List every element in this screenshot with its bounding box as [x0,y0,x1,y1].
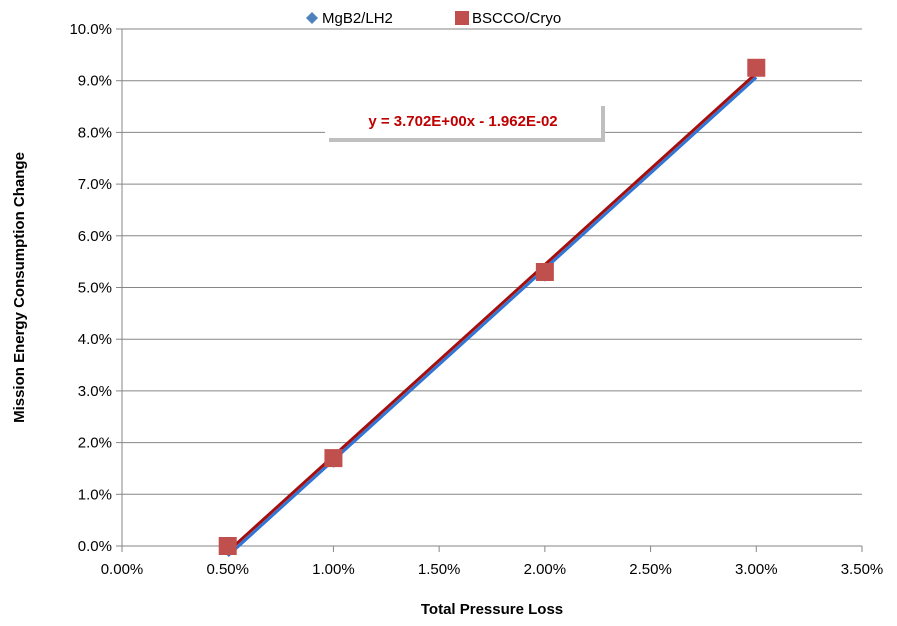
y-tick-label: 9.0% [78,73,112,90]
x-tick-label: 1.00% [312,561,355,578]
y-ticks: 0.0% 1.0% 2.0% 3.0% 4.0% 5.0% 6.0% 7.0% 8.0% 9.0%… [69,21,122,555]
equation-box [325,102,601,138]
y-tick-label: 5.0% [78,280,112,297]
y-tick-label: 10.0% [69,21,112,38]
x-tick-label: 0.50% [206,561,249,578]
y-tick-label: 7.0% [78,176,112,193]
legend-label: BSCCO/Cryo [472,10,561,27]
y-axis-title: Mission Energy Consumption Change [11,152,28,423]
trendline-equation: y = 3.702E+00x - 1.962E-02 [325,102,605,142]
trendline-mgb2 [226,76,758,557]
trendline-bscco [226,72,758,553]
data-points [218,58,766,555]
data-point-square [535,262,554,281]
trendlines [226,72,758,557]
y-tick-label: 2.0% [78,435,112,452]
grid [122,28,862,495]
x-tick-label: 0.00% [101,561,144,578]
x-tick-label: 2.50% [629,561,672,578]
y-tick-label: 6.0% [78,228,112,245]
y-tick-label: 0.0% [78,538,112,555]
legend: MgB2/LH2 BSCCO/Cryo [306,10,561,27]
data-point-square [324,449,343,468]
legend-label: MgB2/LH2 [322,10,393,27]
x-tick-label: 3.50% [841,561,884,578]
equation-label: y = 3.702E+00x - 1.962E-02 [368,113,557,130]
x-tick-label: 1.50% [418,561,461,578]
x-ticks: 0.00% 0.50% 1.00% 1.50% 2.00% 2.50% 3.00% 3.50% [101,546,884,578]
data-point-square [218,537,237,555]
y-tick-label: 3.0% [78,383,112,400]
x-tick-label: 2.00% [524,561,567,578]
y-tick-label: 4.0% [78,331,112,348]
legend-diamond-icon [306,12,318,24]
data-point-square [747,58,766,77]
y-tick-label: 1.0% [78,486,112,503]
y-tick-label: 8.0% [78,124,112,141]
x-tick-label: 3.00% [735,561,778,578]
legend-square-icon [455,11,469,25]
x-axis-title: Total Pressure Loss [421,601,563,618]
